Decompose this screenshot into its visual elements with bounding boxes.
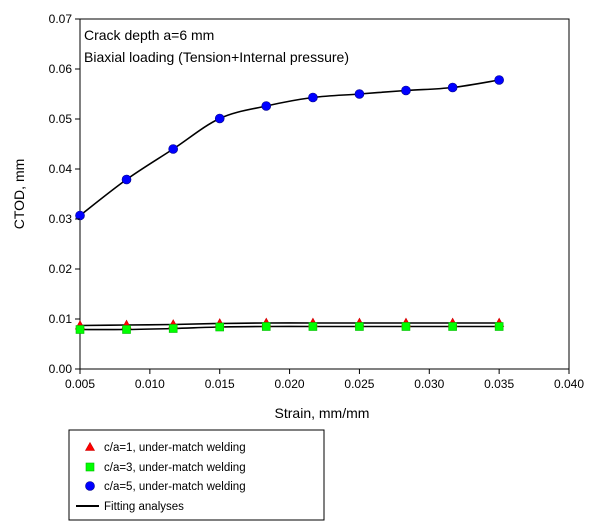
square-point [169,325,177,333]
circle-point [448,83,457,92]
square-point [495,323,503,331]
y-tick-label: 0.03 [49,212,73,226]
square-point [309,323,317,331]
axes: 0.005 0.010 0.015 0.020 0.025 0.030 0.035 0.040… [49,12,585,391]
x-tick-label: 0.040 [554,377,584,391]
legend-label: Fitting analyses [104,501,184,513]
annotation-crack-depth: Crack depth a=6 mm [84,27,214,43]
x-tick-label: 0.035 [484,377,514,391]
circle-point [169,145,178,154]
legend-circle-marker-icon [86,482,95,491]
circle-point [355,90,364,99]
square-point [123,326,131,334]
x-tick-label: 0.015 [205,377,235,391]
fitting-curves [80,80,499,330]
legend-label: c/a=1, under-match welding [104,442,246,454]
x-tick-label: 0.010 [135,377,165,391]
fitting-curve-series-1 [80,323,499,326]
plot-area [80,19,569,369]
x-axis-label: Strain, mm/mm [275,405,370,421]
fitting-curve-series-2 [80,326,499,329]
legend-entry-c-a-5: c/a=5, under-match welding [86,481,246,493]
square-point [262,323,270,331]
square-point [216,323,224,331]
square-point [355,323,363,331]
y-tick-label: 0.01 [49,312,73,326]
data-markers [75,76,503,334]
fitting-curve-series-3 [80,80,499,216]
y-axis-label: CTOD, mm [11,159,27,230]
square-point [76,326,84,334]
circle-point [215,114,224,123]
circle-point [262,102,271,111]
x-tick-label: 0.020 [275,377,305,391]
square-point [402,323,410,331]
legend-entry-c-a-1: c/a=1, under-match welding [86,442,246,454]
legend-entry-c-a-3: c/a=3, under-match welding [86,462,246,474]
y-tick-label: 0.04 [49,162,73,176]
legend-label: c/a=3, under-match welding [104,462,246,474]
circle-point [308,93,317,102]
annotation-loading: Biaxial loading (Tension+Internal pressu… [84,49,349,65]
x-tick-label: 0.030 [414,377,444,391]
plot-frame [80,19,569,369]
legend: c/a=1, under-match welding c/a=3, under-… [69,430,324,520]
square-point [449,323,457,331]
legend-square-marker-icon [86,463,94,471]
y-tick-label: 0.00 [49,362,73,376]
x-tick-label: 0.025 [344,377,374,391]
circle-point [495,76,504,85]
circle-point [401,86,410,95]
y-tick-label: 0.07 [49,12,73,26]
legend-label: c/a=5, under-match welding [104,481,246,493]
y-tick-label: 0.06 [49,62,73,76]
x-tick-label: 0.005 [65,377,95,391]
circle-point [122,175,131,184]
y-tick-label: 0.05 [49,112,73,126]
y-tick-label: 0.02 [49,262,73,276]
